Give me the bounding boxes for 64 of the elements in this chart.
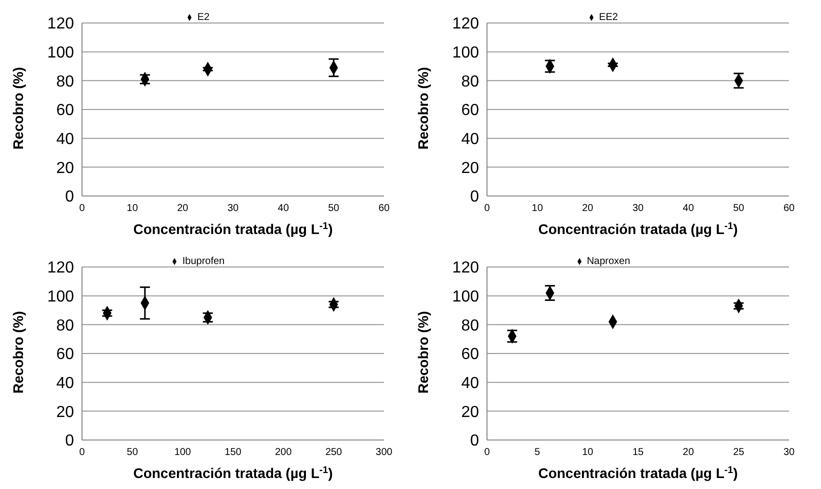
y-tick-label: 100 <box>452 44 480 62</box>
x-axis-title: Concentración tratada (µg L$^{-1}$) <box>133 464 333 481</box>
y-tick-label: 60 <box>56 102 74 120</box>
y-tick-label: 20 <box>461 160 480 177</box>
y-tick-label: 80 <box>56 73 74 90</box>
x-tick-label: 250 <box>325 447 342 458</box>
x-tick-label: 20 <box>177 203 189 214</box>
y-tick-label: 20 <box>56 160 74 177</box>
x-tick-label: 50 <box>126 447 138 458</box>
y-tick-label: 40 <box>56 375 74 392</box>
x-tick-label: 30 <box>783 447 795 458</box>
x-tick-label: 300 <box>376 447 393 458</box>
x-axis-title: Concentración tratada (µg L$^{-1}$) <box>538 220 738 237</box>
y-tick-label: 80 <box>461 317 480 334</box>
x-tick-label: 0 <box>79 447 86 458</box>
x-tick-label: 100 <box>174 447 192 458</box>
x-tick-label: 10 <box>126 203 138 214</box>
y-tick-label: 100 <box>452 288 480 306</box>
y-tick-label: 80 <box>56 317 74 334</box>
y-tick-label: 80 <box>461 73 480 90</box>
y-tick-label: 100 <box>47 288 74 306</box>
y-axis-title: Recobro (%) <box>10 67 26 150</box>
y-tick-label: 20 <box>461 404 480 421</box>
x-tick-label: 0 <box>484 203 490 214</box>
y-tick-label: 40 <box>461 131 480 148</box>
y-tick-label: 120 <box>47 260 74 277</box>
y-tick-label: 20 <box>56 404 74 421</box>
x-tick-label: 25 <box>733 447 745 458</box>
x-tick-label: 30 <box>632 203 644 214</box>
legend-label: E2 <box>197 12 210 23</box>
y-tick-label: 60 <box>461 346 480 364</box>
x-axis-title: Concentración tratada (µg L$^{-1}$) <box>133 220 333 237</box>
legend-label: Naproxen <box>586 256 630 267</box>
x-tick-label: 5 <box>534 447 541 458</box>
x-tick-label: 15 <box>632 447 644 458</box>
y-axis-title: Recobro (%) <box>414 67 431 150</box>
x-tick-label: 40 <box>682 203 694 214</box>
x-tick-label: 60 <box>783 203 795 214</box>
x-tick-label: 10 <box>532 203 544 214</box>
y-tick-label: 120 <box>452 16 480 33</box>
x-tick-label: 20 <box>682 447 694 458</box>
x-tick-label: 0 <box>484 447 490 458</box>
x-tick-label: 40 <box>278 203 290 214</box>
y-tick-label: 120 <box>452 260 480 277</box>
y-tick-label: 60 <box>461 102 480 120</box>
legend-label: EE2 <box>599 12 618 23</box>
x-tick-label: 50 <box>328 203 340 214</box>
x-axis-title: Concentración tratada (µg L$^{-1}$) <box>538 464 738 481</box>
x-tick-label: 0 <box>79 203 86 214</box>
y-tick-label: 40 <box>461 375 480 392</box>
x-tick-label: 200 <box>274 447 292 458</box>
y-tick-label: 40 <box>56 131 74 148</box>
x-tick-label: 50 <box>733 203 745 214</box>
x-tick-label: 150 <box>224 447 242 458</box>
x-tick-label: 10 <box>582 447 594 458</box>
y-tick-label: 100 <box>47 44 74 62</box>
y-tick-label: 60 <box>56 346 74 364</box>
x-tick-label: 60 <box>378 203 390 214</box>
y-axis-title: Recobro (%) <box>10 311 26 394</box>
x-tick-label: 30 <box>227 203 239 214</box>
legend-label: Ibuprofen <box>182 256 225 267</box>
x-tick-label: 20 <box>582 203 594 214</box>
y-tick-label: 120 <box>47 16 74 33</box>
y-axis-title: Recobro (%) <box>414 311 431 394</box>
